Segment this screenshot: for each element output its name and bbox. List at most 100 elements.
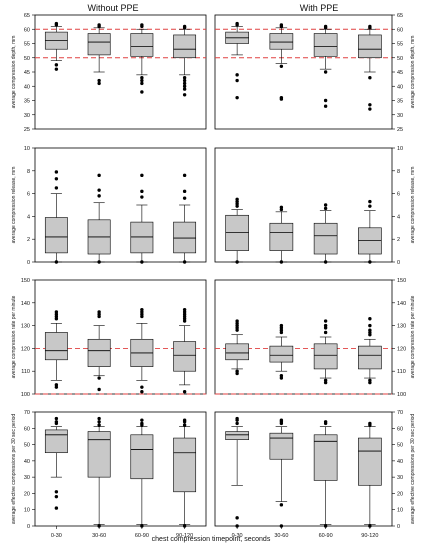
outlier-point xyxy=(323,206,328,211)
outlier-point xyxy=(182,78,187,83)
outlier-point xyxy=(97,387,101,392)
outlier-point xyxy=(235,516,239,520)
y-tick-label: 70 xyxy=(24,410,30,416)
y-tick-label: 110 xyxy=(397,369,406,375)
outlier-point xyxy=(235,73,239,77)
y-tick-label: 50 xyxy=(24,443,30,449)
outlier-point xyxy=(182,24,187,29)
outlier-point xyxy=(323,420,328,424)
box xyxy=(269,222,294,251)
y-tick-label: 6 xyxy=(27,192,30,198)
y-tick-label: 0 xyxy=(27,260,30,266)
outlier-point xyxy=(235,421,239,426)
y-tick-label: 10 xyxy=(397,508,403,514)
y-tick-label: 45 xyxy=(397,70,403,76)
box xyxy=(173,341,197,372)
outlier-point xyxy=(54,490,59,494)
y-tick-label: 130 xyxy=(21,324,30,330)
y-tick-label: 110 xyxy=(21,369,30,375)
y-tick-label: 10 xyxy=(24,146,30,152)
box xyxy=(87,431,111,478)
outlier-point xyxy=(279,418,284,422)
outlier-point xyxy=(323,98,328,103)
outlier-point xyxy=(97,420,101,424)
box xyxy=(269,345,294,363)
outlier-point xyxy=(140,90,144,94)
outlier-point xyxy=(182,81,187,86)
outlier-point xyxy=(54,260,59,264)
box xyxy=(225,431,249,440)
outlier-point xyxy=(54,63,59,67)
y-tick-label: 0 xyxy=(397,524,400,530)
y-tick-label: 65 xyxy=(397,13,403,19)
outlier-point xyxy=(140,418,144,422)
box xyxy=(173,34,197,59)
outlier-point xyxy=(97,416,101,421)
y-tick-label: 100 xyxy=(397,392,406,398)
outlier-point xyxy=(235,369,239,373)
y-tick-label: 45 xyxy=(24,70,30,76)
title-with-ppe: With PPE xyxy=(299,3,339,13)
x-tick-label: 90-120 xyxy=(176,533,193,539)
y-tick-label: 150 xyxy=(397,278,406,284)
y-tick-label: 8 xyxy=(397,169,400,175)
outlier-point xyxy=(235,416,239,421)
y-tick-label: 55 xyxy=(397,42,403,48)
title-without-ppe: Without PPE xyxy=(87,3,139,13)
outlier-point xyxy=(54,420,59,424)
outlier-point xyxy=(368,317,372,321)
outlier-point xyxy=(323,70,328,74)
outlier-point xyxy=(97,188,101,192)
box xyxy=(358,437,382,486)
panel-frame xyxy=(214,279,393,395)
box xyxy=(225,214,249,251)
outlier-point xyxy=(54,186,59,190)
y-tick-label: 30 xyxy=(397,113,403,119)
outlier-point xyxy=(54,67,59,71)
outlier-point xyxy=(182,418,187,422)
outlier-point xyxy=(140,189,144,194)
y-tick-label: 70 xyxy=(397,410,403,416)
outlier-point xyxy=(279,23,284,27)
box xyxy=(130,221,154,254)
y-tick-label: 40 xyxy=(397,84,403,90)
x-axis-label: chest compression timepoint, seconds xyxy=(151,536,271,543)
outlier-point xyxy=(140,81,144,86)
y-tick-label: 25 xyxy=(397,127,403,133)
y-tick-label: 10 xyxy=(397,146,403,152)
y-axis-label: average compression depth, mm xyxy=(410,36,416,109)
outlier-point xyxy=(140,173,144,178)
outlier-point xyxy=(368,260,372,264)
y-tick-label: 35 xyxy=(397,99,403,105)
y-tick-label: 60 xyxy=(397,27,403,33)
y-axis-label: average effective compressions per 30 se… xyxy=(410,414,416,524)
y-tick-label: 130 xyxy=(397,324,406,330)
x-tick-label: 60-90 xyxy=(319,533,333,539)
outlier-point xyxy=(368,76,372,80)
outlier-point xyxy=(54,506,59,510)
panel-frame xyxy=(214,147,393,263)
outlier-point xyxy=(140,76,144,80)
box xyxy=(358,34,382,59)
outlier-point xyxy=(368,204,372,208)
outlier-point xyxy=(279,374,284,378)
outlier-point xyxy=(54,494,59,499)
box xyxy=(87,338,111,367)
y-axis-label: average compression release, mm xyxy=(11,167,17,244)
outlier-point xyxy=(279,64,284,69)
outlier-point xyxy=(182,173,187,178)
y-tick-label: 65 xyxy=(24,13,30,19)
y-tick-label: 35 xyxy=(24,99,30,105)
y-tick-label: 50 xyxy=(397,443,403,449)
y-tick-label: 140 xyxy=(397,301,406,307)
outlier-point xyxy=(54,416,59,421)
outlier-point xyxy=(235,95,239,100)
y-tick-label: 50 xyxy=(397,56,403,62)
outlier-point xyxy=(140,195,144,199)
y-tick-label: 30 xyxy=(397,475,403,481)
outlier-point xyxy=(279,323,284,328)
outlier-point xyxy=(97,194,101,198)
y-tick-label: 120 xyxy=(397,346,406,352)
panel-frame xyxy=(214,411,393,527)
